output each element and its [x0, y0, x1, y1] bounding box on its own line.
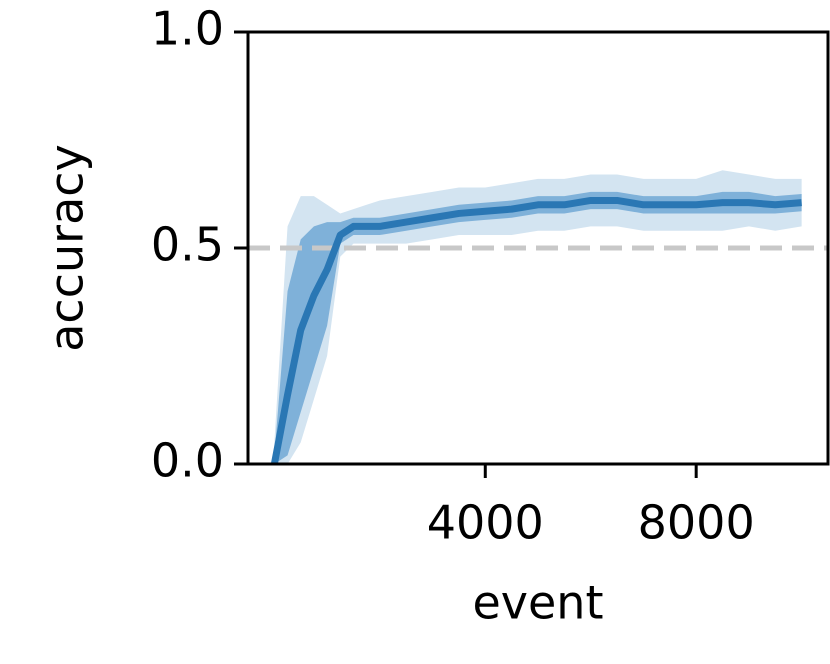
line — [270, 196, 802, 465]
x-axis-label: event — [472, 576, 603, 630]
x-tick-label: 4000 — [427, 496, 544, 550]
band — [274, 170, 802, 465]
band — [274, 191, 802, 464]
y-tick-label: 0.0 — [151, 434, 224, 488]
x-tick-label: 8000 — [638, 496, 755, 550]
y-axis-label: accuracy — [40, 144, 94, 352]
y-tick-label: 1.0 — [151, 2, 224, 56]
y-tick-label: 0.5 — [151, 218, 224, 272]
